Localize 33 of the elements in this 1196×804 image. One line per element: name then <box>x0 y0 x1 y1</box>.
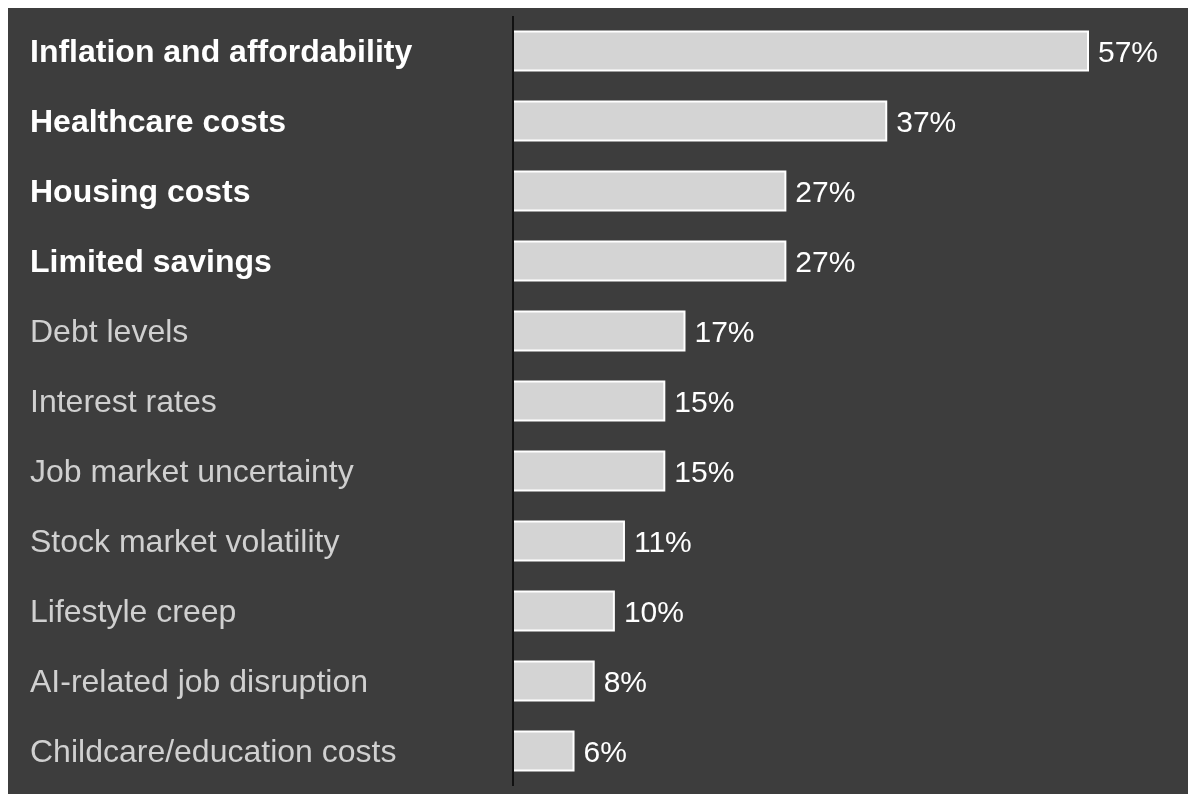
data-label: 27% <box>795 244 856 278</box>
y-tick-label: Inflation and affordability <box>30 33 413 69</box>
data-label: 27% <box>795 174 856 208</box>
bar <box>512 730 575 772</box>
bar <box>512 170 787 212</box>
bar <box>512 240 787 282</box>
y-tick-label: Lifestyle creep <box>30 593 237 629</box>
bar <box>512 380 666 422</box>
data-label: 6% <box>583 734 627 768</box>
data-label: 11% <box>633 524 692 558</box>
y-tick-label: Housing costs <box>30 173 251 209</box>
data-label: 57% <box>1098 34 1159 68</box>
bar <box>512 450 666 492</box>
y-tick-label: Limited savings <box>30 243 272 279</box>
data-label: 17% <box>694 314 755 348</box>
bar <box>512 520 625 562</box>
data-label: 10% <box>623 594 684 628</box>
data-label: 15% <box>674 454 735 488</box>
bar <box>512 590 615 632</box>
y-tick-label: Healthcare costs <box>30 103 287 139</box>
bar <box>512 310 686 352</box>
y-tick-label: Interest rates <box>30 383 217 419</box>
y-tick-label: AI-related job disruption <box>30 663 368 699</box>
data-label: 8% <box>603 664 648 698</box>
y-tick-label: Job market uncertainty <box>30 453 354 489</box>
bar <box>512 30 1089 72</box>
y-tick-label: Childcare/education costs <box>30 733 397 769</box>
bar <box>512 660 595 702</box>
y-tick-label: Stock market volatility <box>30 523 340 559</box>
data-label: 37% <box>896 104 957 138</box>
data-label: 15% <box>674 384 735 418</box>
y-tick-label: Debt levels <box>30 313 189 349</box>
bar <box>512 100 888 142</box>
